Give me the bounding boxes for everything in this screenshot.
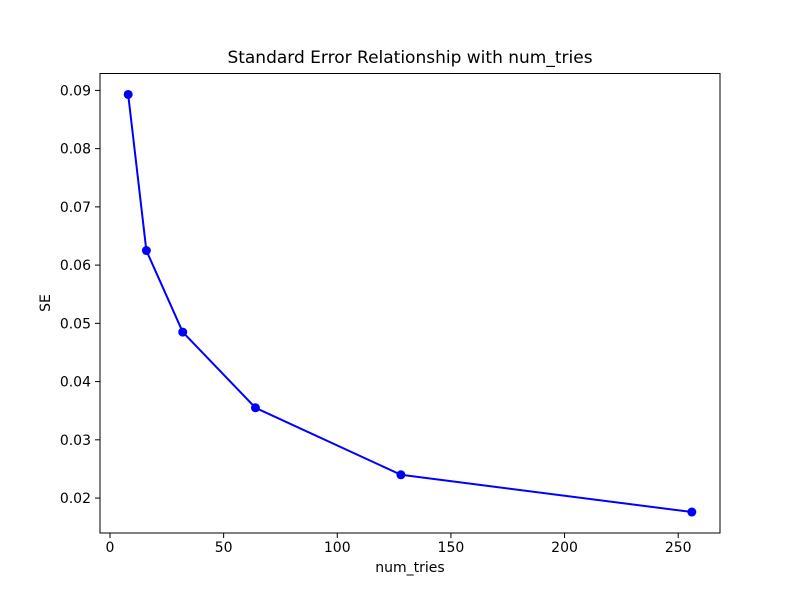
x-tick-label: 200: [551, 540, 578, 556]
x-tick-label: 50: [215, 540, 233, 556]
plot-area: 0 50 100 150 200 250 0.02 0.03 0.04 0.05 0.06 0.07 0…: [60, 73, 721, 556]
x-axis-label: num_tries: [375, 560, 444, 576]
data-point: [141, 246, 151, 256]
y-tick-label: 0.03: [60, 433, 91, 449]
y-tick-label: 0.02: [60, 491, 91, 507]
axes-frame: [99, 73, 721, 534]
data-point: [178, 327, 188, 337]
y-tick-label: 0.07: [60, 200, 91, 216]
data-line: [127, 94, 692, 514]
y-axis-label: SE: [38, 294, 54, 312]
x-tick-label: 250: [665, 540, 692, 556]
y-tick-label: 0.06: [60, 258, 91, 274]
y-tick-label: 0.05: [60, 316, 91, 332]
x-tick-label: 150: [438, 540, 465, 556]
data-point: [687, 507, 697, 517]
y-tick-label: 0.04: [60, 375, 91, 391]
data-point: [250, 403, 260, 413]
y-tick-label: 0.09: [60, 83, 91, 99]
x-tick-label: 100: [324, 540, 351, 556]
x-tick-label: 0: [106, 540, 115, 556]
chart-title: Standard Error Relationship with num_tri…: [227, 48, 592, 68]
y-tick-label: 0.08: [60, 142, 91, 158]
data-point: [396, 470, 406, 480]
data-point: [123, 89, 133, 99]
